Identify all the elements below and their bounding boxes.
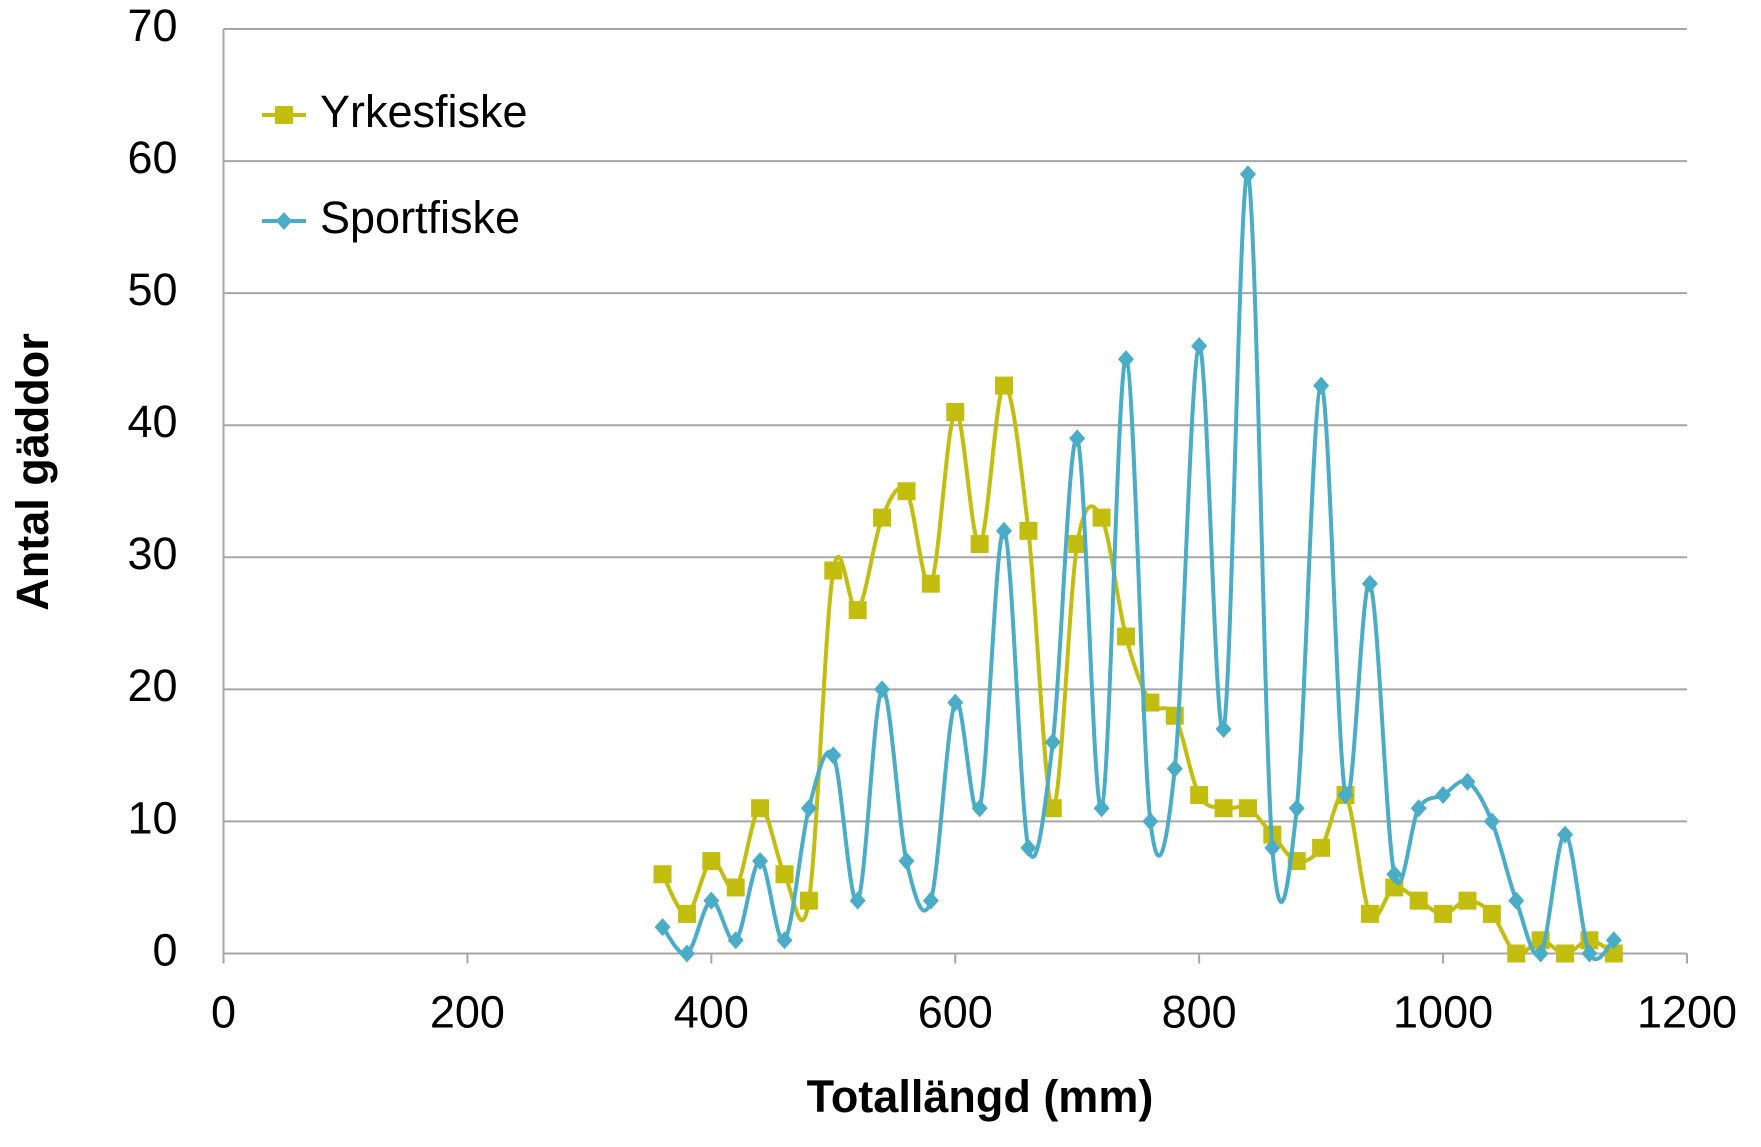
series-line [660,172,1616,962]
data-point [1458,891,1477,910]
data-point [897,482,916,501]
data-point [1361,574,1378,593]
x-tick-label: 600 [918,986,993,1037]
data-point [1459,772,1476,791]
x-axis-title: Totallängd (mm) [807,1071,1154,1122]
data-point [1142,812,1159,831]
data-point [726,878,745,897]
data-point [677,904,696,923]
data-point [1434,904,1453,923]
data-point [702,852,721,871]
data-point [1313,376,1330,395]
x-tick-label: 1200 [1637,986,1737,1037]
data-point [1386,865,1403,884]
data-point [1264,838,1281,857]
data-point [1360,904,1379,923]
data-point [1190,786,1209,805]
data-point [1605,931,1622,950]
data-point [1044,733,1061,752]
x-tick-label: 800 [1162,986,1237,1037]
data-point [996,521,1013,540]
legend-label: Yrkesfiske [320,86,528,137]
data-point [1069,429,1086,448]
y-tick-label: 40 [127,396,177,447]
data-point [799,891,818,910]
y-tick-label: 60 [127,132,177,183]
data-point [727,931,744,950]
data-point [654,918,671,937]
data-point [1409,891,1428,910]
data-point [1215,719,1232,738]
data-point [1507,944,1526,963]
data-point [1092,508,1111,527]
y-tick-label: 20 [127,660,177,711]
data-point [1020,838,1037,857]
data-point [1019,521,1038,540]
x-tick-label: 0 [211,986,236,1037]
data-point [752,852,769,871]
y-tick-label: 0 [152,924,177,975]
data-point [849,891,866,910]
data-point [1166,759,1183,778]
data-point [995,376,1014,395]
data-point [921,574,940,593]
data-point [1483,812,1500,831]
data-point [873,508,892,527]
data-point [1581,944,1598,963]
data-point [971,799,988,818]
data-point [751,799,770,818]
data-point [1117,350,1134,369]
data-point [1410,799,1427,818]
data-point [947,693,964,712]
data-point [825,746,842,765]
data-point [1557,825,1574,844]
y-tick-label: 70 [127,0,177,51]
data-point [678,944,695,963]
data-point [898,852,915,871]
data-point [1068,535,1087,554]
data-point [874,680,891,699]
data-point [800,799,817,818]
data-point [1043,799,1062,818]
data-point [653,865,672,884]
data-point [1532,944,1549,963]
data-point [1191,336,1208,355]
legend-marker [275,106,293,124]
data-point [824,561,843,580]
x-tick-label: 400 [674,986,749,1037]
data-point [776,931,793,950]
x-tick-label: 200 [430,986,505,1037]
data-point [970,535,989,554]
data-point [1435,786,1452,805]
series-line [660,383,1615,957]
y-tick-label: 10 [127,792,177,843]
data-point [1312,838,1331,857]
data-point [946,403,965,422]
data-point [1288,799,1305,818]
data-point [703,891,720,910]
data-point [1214,799,1233,818]
data-point [848,601,867,620]
y-axis-title: Antal gäddor [7,333,58,611]
y-tick-label: 30 [127,528,177,579]
data-point [1238,799,1257,818]
data-point [1556,944,1575,963]
x-tick-label: 1000 [1393,986,1493,1037]
data-point [1116,627,1135,646]
data-point [1239,165,1256,184]
data-point [1482,904,1501,923]
data-point [1141,693,1160,712]
legend-marker [276,212,292,230]
data-point [1093,799,1110,818]
data-point [775,865,794,884]
data-point [1165,706,1184,725]
y-tick-label: 50 [127,264,177,315]
data-point [1337,786,1354,805]
data-point [1508,891,1525,910]
data-point [922,891,939,910]
legend-label: Sportfiske [320,192,520,243]
